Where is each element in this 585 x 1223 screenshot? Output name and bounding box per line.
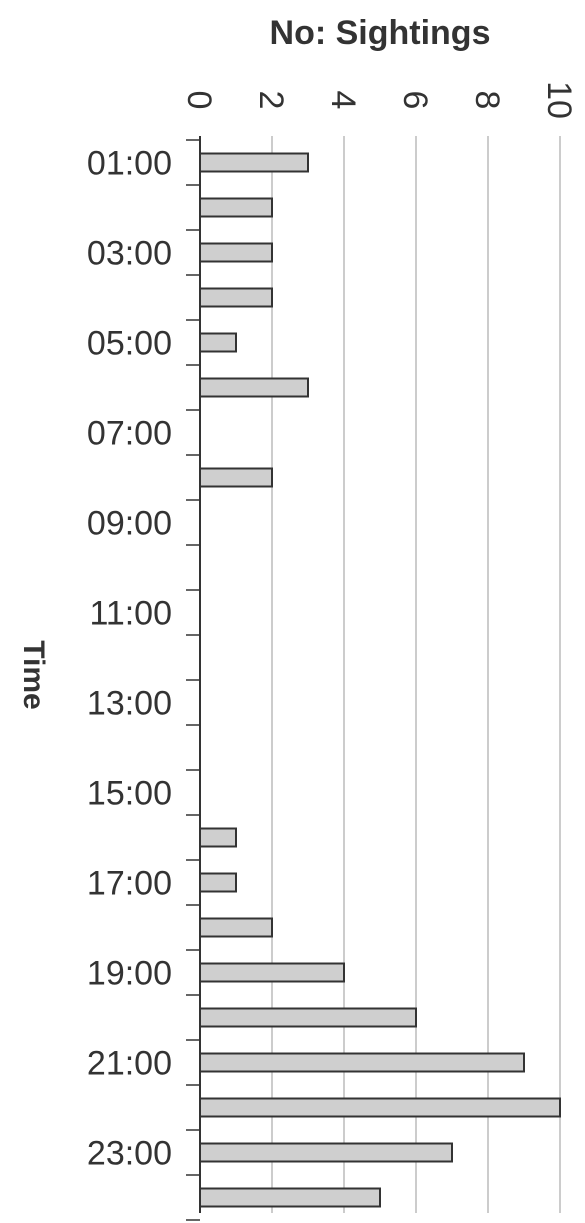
x-tick-label-2: 2 [252, 91, 290, 110]
y-tick-label-07:00: 07:00 [87, 415, 172, 453]
y-tick-label-19:00: 19:00 [87, 955, 172, 993]
bar-23:00 [199, 1142, 453, 1163]
bar-19:00 [199, 962, 345, 983]
bar-16:00 [199, 827, 237, 848]
x-tick-label-4: 4 [324, 91, 362, 110]
bar-20:00 [199, 1007, 417, 1028]
bar-06:00 [199, 377, 309, 398]
bar-05:00 [199, 332, 237, 353]
y-tick-label-17:00: 17:00 [87, 865, 172, 903]
bar-22:00 [199, 1097, 561, 1118]
bar-18:00 [199, 917, 273, 938]
x-tick-label-10: 10 [540, 81, 578, 119]
y-tick-label-13:00: 13:00 [87, 685, 172, 723]
x-axis-ticks: 0 2 4 6 8 10 [180, 81, 578, 119]
y-tick-label-23:00: 23:00 [87, 1135, 172, 1173]
y-tick-label-15:00: 15:00 [87, 775, 172, 813]
bar-24:00 [199, 1187, 381, 1208]
bar-01:00 [199, 152, 309, 173]
bars [199, 152, 561, 1208]
bar-08:00 [199, 467, 273, 488]
y-tick-label-01:00: 01:00 [87, 145, 172, 183]
y-tick-label-21:00: 21:00 [87, 1045, 172, 1083]
y-tick-label-11:00: 11:00 [89, 595, 172, 633]
x-tick-label-0: 0 [180, 91, 218, 110]
y-axis-ticks: 01:00 03:00 05:00 07:00 09:00 11:00 13:00 15:00… [87, 139, 200, 1221]
bar-17:00 [199, 872, 237, 893]
y-tick-label-05:00: 05:00 [87, 325, 172, 363]
chart-title: No: Sightings [270, 14, 491, 52]
x-tick-label-8: 8 [468, 91, 506, 110]
grid-lines [271, 136, 561, 1213]
bar-03:00 [199, 242, 273, 263]
bar-02:00 [199, 197, 273, 218]
x-tick-label-6: 6 [396, 91, 434, 110]
y-tick-label-03:00: 03:00 [87, 235, 172, 273]
y-tick-label-09:00: 09:00 [87, 505, 172, 543]
y-axis-label: Time [17, 640, 50, 709]
bar-21:00 [199, 1052, 525, 1073]
bar-04:00 [199, 287, 273, 308]
